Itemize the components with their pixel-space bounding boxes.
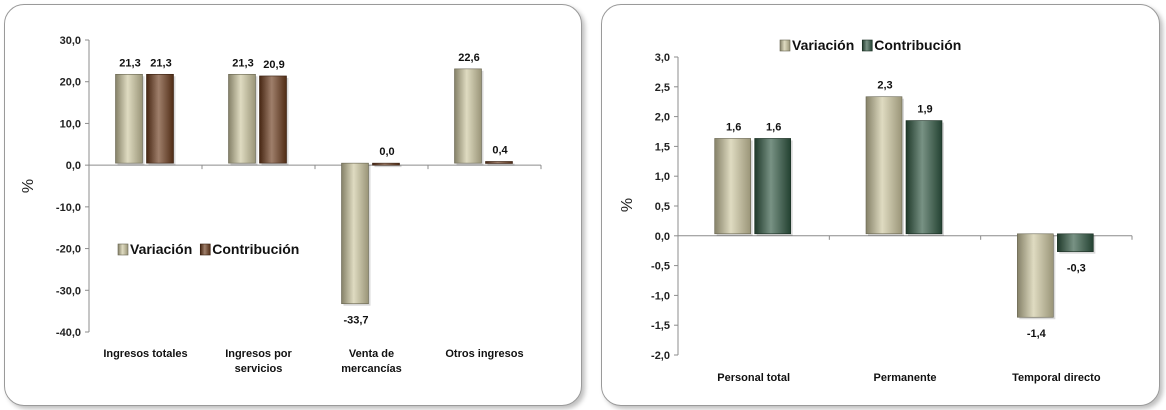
data-label: 1,6 <box>726 121 741 133</box>
bar-variación-1 <box>865 96 903 235</box>
bar-contribución-2 <box>1057 233 1094 252</box>
category-label: Ingresos por <box>225 348 292 360</box>
y-tick-label: -1,5 <box>651 320 670 332</box>
y-tick-label: -2,0 <box>651 350 670 362</box>
y-axis-title: % <box>619 198 636 212</box>
category-label: Personal total <box>717 372 790 384</box>
y-tick-label: 0,0 <box>655 231 670 243</box>
bar-shadow <box>374 165 402 168</box>
legend-label-0: Variación <box>130 241 192 257</box>
data-label: 1,6 <box>766 121 781 133</box>
data-label: 21,3 <box>150 57 171 69</box>
data-label: 2,3 <box>877 80 892 92</box>
y-tick-label: 3,0 <box>655 52 670 64</box>
data-label: 21,3 <box>119 57 140 69</box>
category-label: Ingresos totales <box>103 348 187 360</box>
data-label: 20,9 <box>263 59 284 71</box>
data-label: 0,0 <box>379 146 394 158</box>
data-label: 1,9 <box>917 104 932 116</box>
category-label: mercancías <box>341 363 402 375</box>
legend-swatch-1 <box>861 39 873 52</box>
data-label: -1,4 <box>1027 328 1047 340</box>
category-label: servicios <box>235 363 283 375</box>
bar-variación-0 <box>115 73 143 164</box>
bar-shadow <box>487 163 515 166</box>
left-bar-chart: 30,0 20,0 10,0 0,0 -10,0 -20,0 -30,0 -40,0% 21,3… <box>20 35 542 375</box>
y-axis-title: % <box>20 179 37 193</box>
data-label: 0,4 <box>492 144 508 156</box>
y-tick-label: 0,0 <box>66 160 81 172</box>
legend-swatch-0 <box>117 243 129 256</box>
bar-variación-0 <box>714 138 751 235</box>
y-tick-label: -30,0 <box>56 285 81 297</box>
data-label: 21,3 <box>232 57 253 69</box>
y-tick-label: 0,5 <box>655 201 670 213</box>
y-tick-label: 1,5 <box>655 141 670 153</box>
bar-variación-2 <box>1017 233 1054 318</box>
y-tick-label: 20,0 <box>60 77 81 89</box>
data-label: 22,6 <box>458 52 479 64</box>
category-label: Temporal directo <box>1012 372 1101 384</box>
y-tick-label: 2,5 <box>655 82 670 94</box>
bar-contribución-1 <box>259 75 287 164</box>
bar-variación-3 <box>454 68 482 164</box>
data-label: -0,3 <box>1067 263 1086 275</box>
y-tick-label: -20,0 <box>56 244 81 256</box>
y-tick-label: 10,0 <box>60 118 81 130</box>
left-chart-panel: 30,0 20,0 10,0 0,0 -10,0 -20,0 -30,0 -40,0% 21,3… <box>4 4 582 406</box>
bar-contribución-1 <box>905 120 943 235</box>
data-label: -33,7 <box>343 315 368 327</box>
legend-label-0: Variación <box>792 37 854 53</box>
category-label: Permanente <box>874 372 937 384</box>
right-bar-chart: 3,0 2,5 2,0 1,5 1,0 0,5 0,0 -0,5 -1,0 -1,5 -2,0% 1,… <box>619 37 1133 384</box>
bar-variación-2 <box>341 162 369 305</box>
y-tick-label: -0,5 <box>651 261 670 273</box>
category-label: Otros ingresos <box>445 348 523 360</box>
bar-contribución-0 <box>146 73 174 164</box>
y-tick-label: -1,0 <box>651 290 670 302</box>
bar-contribución-0 <box>754 138 791 235</box>
category-label: Venta de <box>349 348 394 360</box>
bar-contribución-3 <box>485 161 513 164</box>
y-tick-label: 30,0 <box>60 35 81 47</box>
y-tick-label: -10,0 <box>56 202 81 214</box>
right-chart-panel: 3,0 2,5 2,0 1,5 1,0 0,5 0,0 -0,5 -1,0 -1,5 -2,0% 1,… <box>601 4 1160 406</box>
bar-variación-1 <box>228 73 256 164</box>
legend-label-1: Contribución <box>212 241 299 257</box>
y-tick-label: 1,0 <box>655 171 670 183</box>
legend-label-1: Contribución <box>874 37 961 53</box>
y-tick-label: -40,0 <box>56 327 81 339</box>
y-tick-label: 2,0 <box>655 112 670 124</box>
legend-swatch-1 <box>199 243 211 256</box>
bar-contribución-2 <box>372 162 400 166</box>
legend-swatch-0 <box>779 39 791 52</box>
